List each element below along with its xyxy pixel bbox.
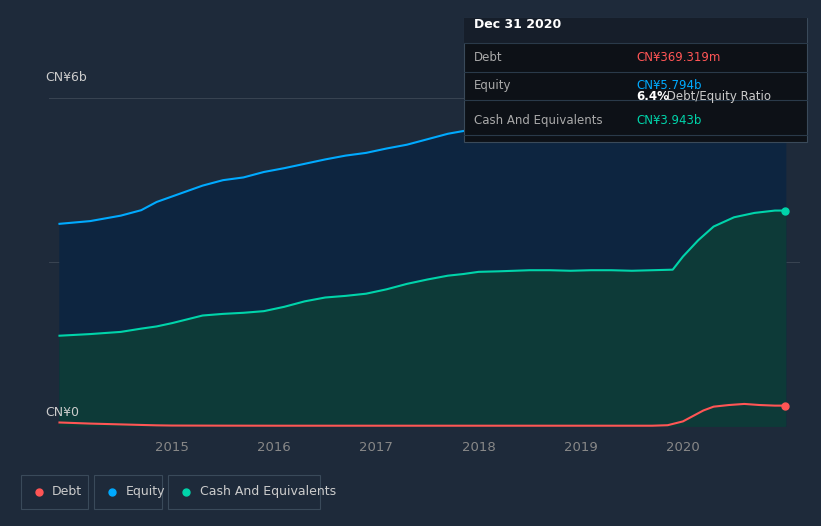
Text: 6.4%: 6.4% [636, 90, 669, 103]
Text: Debt: Debt [52, 485, 82, 498]
Text: CN¥3.943b: CN¥3.943b [636, 114, 702, 127]
Text: Debt/Equity Ratio: Debt/Equity Ratio [663, 90, 771, 103]
Text: Cash And Equivalents: Cash And Equivalents [200, 485, 336, 498]
Text: Dec 31 2020: Dec 31 2020 [474, 18, 561, 31]
Text: CN¥6b: CN¥6b [45, 71, 87, 84]
Text: Cash And Equivalents: Cash And Equivalents [474, 114, 603, 127]
Text: CN¥5.794b: CN¥5.794b [636, 79, 702, 92]
Text: CN¥0: CN¥0 [45, 407, 80, 419]
Text: CN¥369.319m: CN¥369.319m [636, 51, 721, 64]
Text: Debt: Debt [474, 51, 502, 64]
Text: Equity: Equity [126, 485, 165, 498]
Text: Equity: Equity [474, 79, 511, 92]
